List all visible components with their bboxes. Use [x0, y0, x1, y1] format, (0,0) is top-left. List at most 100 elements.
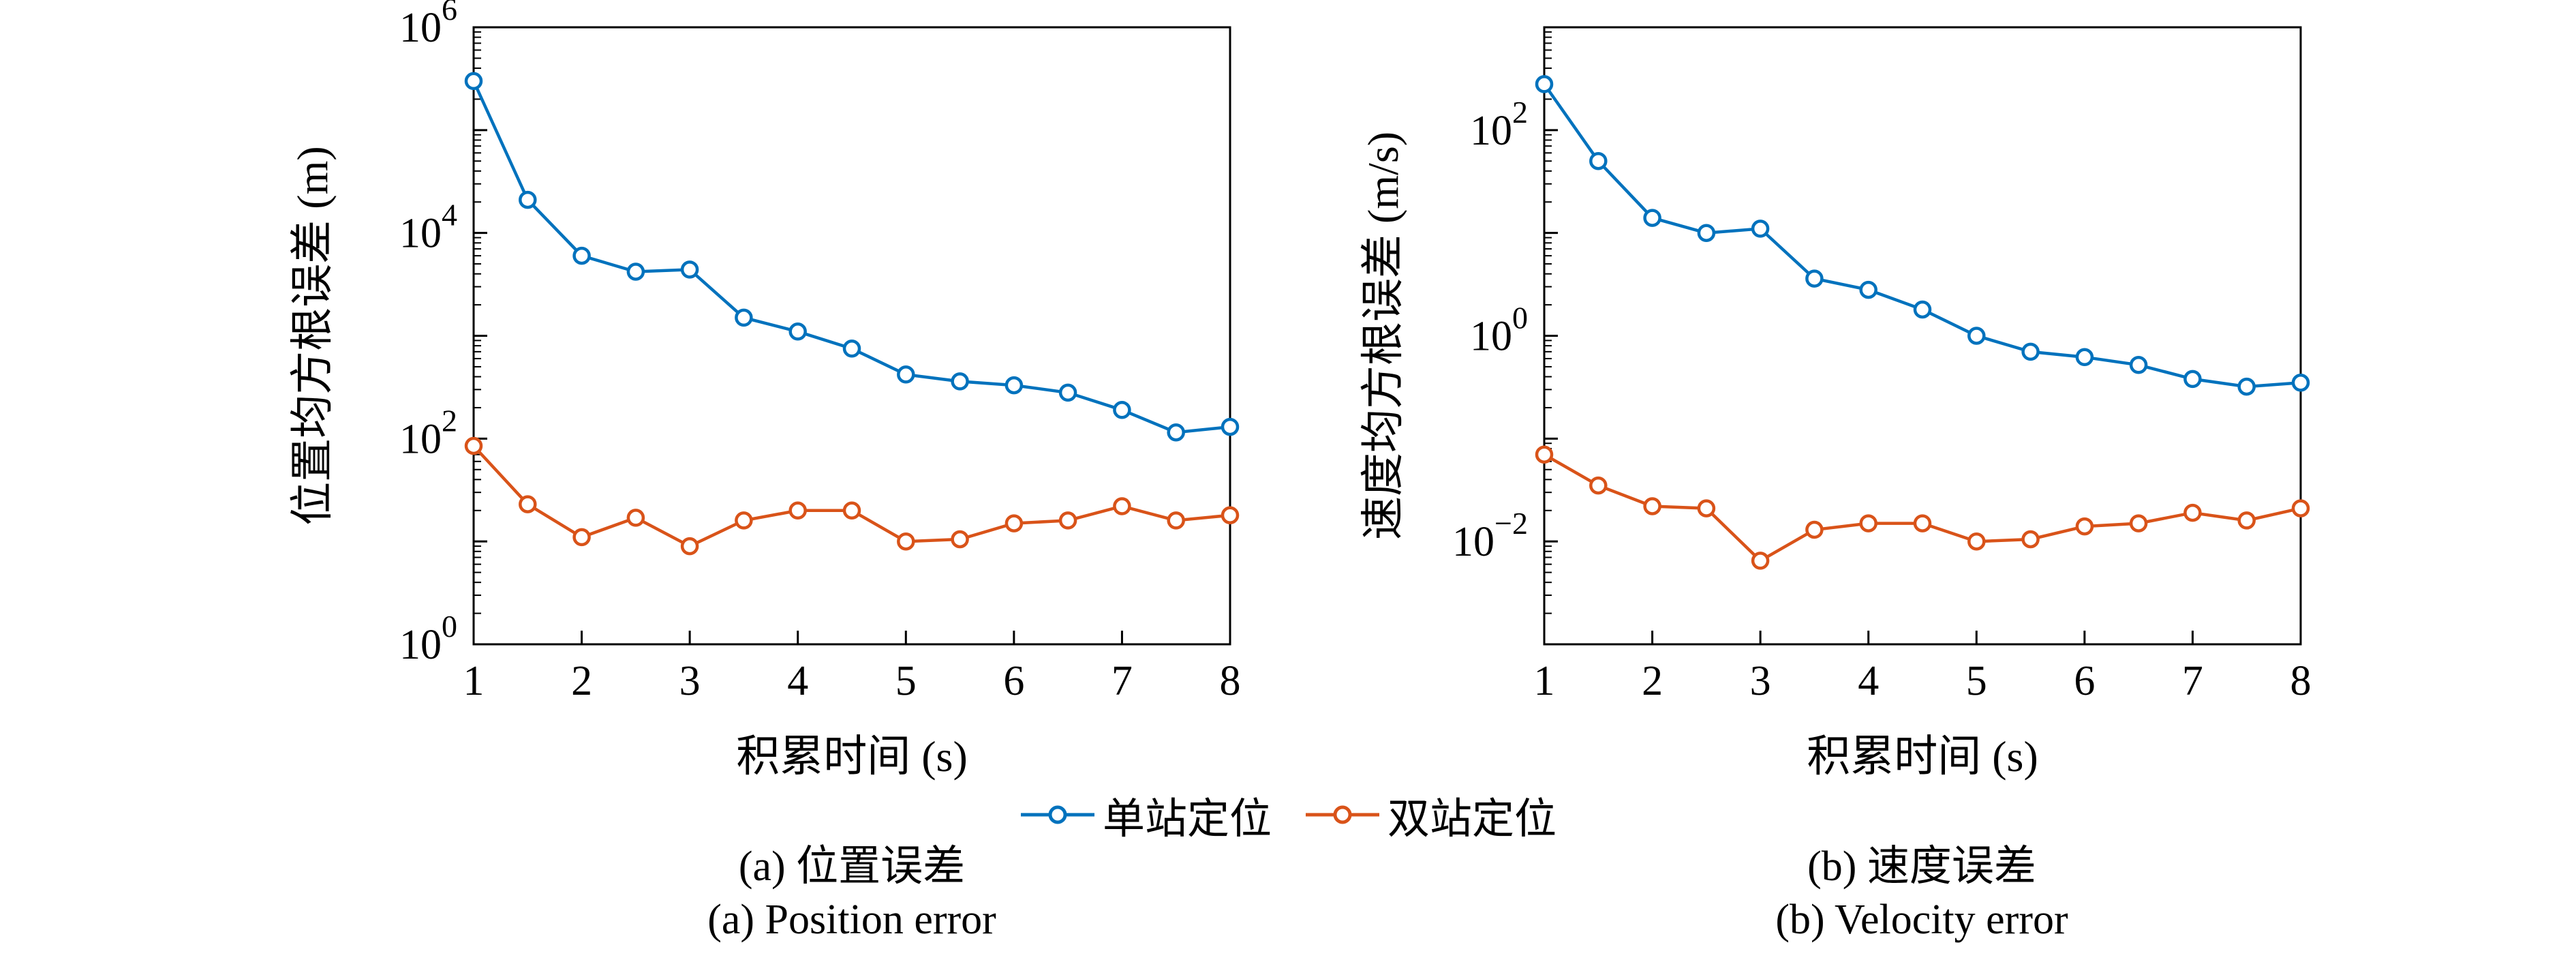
- legend-item-single-station: 单站定位: [1019, 784, 1272, 845]
- caption-velocity-cn: (b) 速度误差: [1807, 843, 2036, 890]
- series-marker-1: [1535, 445, 1554, 464]
- series-marker-1: [626, 509, 645, 527]
- series-marker-1: [1913, 514, 1932, 532]
- series-marker-1: [572, 528, 591, 547]
- x-tick-label: 4: [1858, 658, 1879, 704]
- series-marker-1: [1805, 520, 1824, 539]
- series-marker-0: [1005, 376, 1024, 395]
- caption-position-cn: (a) 位置误差: [738, 843, 966, 890]
- x-tick-label: 7: [1111, 658, 1133, 704]
- x-tick-label: 5: [895, 658, 917, 704]
- x-tick-label: 4: [787, 658, 808, 704]
- plot-frame: [472, 26, 1231, 646]
- series-marker-0: [519, 190, 537, 209]
- x-tick-label: 2: [1642, 658, 1663, 704]
- series-marker-1: [842, 501, 861, 520]
- series-marker-0: [626, 262, 645, 281]
- y-tick-label: 106: [399, 0, 457, 51]
- series-marker-1: [735, 511, 753, 530]
- y-tick-label: 100: [399, 609, 457, 668]
- chart-velocity-error: 10−2 100 102 1 2 3 4 5 6 7 8 积累时间 (s) 速度均方根误差 (m/s): [1333, 0, 2355, 808]
- chart-velocity-error-svg: 10−2 100 102 1 2 3 4 5 6 7 8 积累时间 (s) 速度均方根误差 (m/s): [1359, 26, 2312, 781]
- series-marker-1: [951, 530, 969, 549]
- series-marker-1: [2291, 499, 2310, 517]
- series-marker-1: [1967, 532, 1986, 551]
- series-marker-1: [1005, 514, 1024, 532]
- x-tick-label: 1: [1534, 658, 1555, 704]
- series-marker-0: [1913, 300, 1932, 319]
- series-marker-1: [464, 436, 483, 455]
- y-tick-label: 102: [1470, 95, 1528, 154]
- series-marker-1: [1589, 476, 1608, 495]
- series-marker-0: [735, 308, 753, 327]
- legend-label-single-station: 单站定位: [1102, 796, 1272, 843]
- x-tick-label: 6: [2074, 658, 2095, 704]
- series-marker-1: [1113, 497, 1131, 515]
- legend-marker-line-circle-icon: [1020, 805, 1094, 824]
- series-marker-1: [2183, 503, 2202, 522]
- legend-marker-line-circle-icon: [1306, 805, 1379, 824]
- x-tick-label: 5: [1966, 658, 1987, 704]
- series-marker-1: [1221, 506, 1240, 524]
- series-marker-0: [951, 372, 969, 391]
- series-marker-1: [1167, 511, 1185, 530]
- x-tick-label: 8: [2290, 658, 2312, 704]
- series-marker-0: [1535, 75, 1554, 93]
- chart-position-error-svg: 100 102 104 106 1 2 3 4 5 6 7 8 积累时间 (s) 位置均方根误差 (m): [288, 0, 1241, 781]
- y-tick-label: 102: [399, 403, 457, 462]
- x-tick-label: 7: [2182, 658, 2203, 704]
- caption-velocity: (b) 速度误差 (b) Velocity error: [1513, 840, 2331, 946]
- series-marker-0: [2291, 374, 2310, 392]
- series-marker-0: [572, 246, 591, 265]
- series-marker-0: [1058, 383, 1077, 402]
- series-marker-0: [1113, 401, 1131, 419]
- series-marker-0: [2183, 370, 2202, 389]
- x-tick-label: 6: [1003, 658, 1024, 704]
- series-marker-0: [1167, 423, 1185, 442]
- series-marker-0: [2129, 356, 2148, 374]
- series-marker-1: [2237, 511, 2256, 530]
- x-tick-label: 3: [1750, 658, 1771, 704]
- series-marker-1: [680, 537, 699, 556]
- series-marker-0: [1751, 220, 1770, 238]
- series-marker-0: [897, 365, 915, 384]
- series-marker-0: [1805, 269, 1824, 288]
- series-marker-1: [1697, 499, 1716, 517]
- x-tick-label: 3: [679, 658, 701, 704]
- series-marker-0: [1967, 327, 1986, 345]
- series-marker-0: [788, 322, 807, 341]
- y-axis-label: 速度均方根误差 (m/s): [1359, 132, 1407, 540]
- series-marker-0: [2021, 342, 2040, 361]
- series-marker-1: [1859, 514, 1877, 532]
- chart-position-error: 100 102 104 106 1 2 3 4 5 6 7 8 积累时间 (s) 位置均方根误差 (m): [262, 0, 1285, 808]
- series-marker-0: [1697, 224, 1716, 242]
- series-marker-1: [519, 495, 537, 513]
- x-tick-label: 2: [571, 658, 592, 704]
- series-marker-0: [1643, 209, 1661, 227]
- series-marker-0: [1859, 280, 1877, 299]
- series-marker-1: [2021, 530, 2040, 549]
- series-marker-0: [2237, 377, 2256, 396]
- x-tick-label: 1: [463, 658, 485, 704]
- series-marker-1: [2129, 514, 2148, 532]
- x-axis-label: 积累时间 (s): [736, 732, 968, 781]
- series-marker-1: [2075, 517, 2094, 536]
- series-line-0: [1543, 83, 2301, 389]
- series-marker-1: [1751, 552, 1770, 570]
- caption-position-en: (a) Position error: [707, 897, 996, 943]
- plot-frame: [1543, 26, 2302, 646]
- series-marker-1: [897, 532, 915, 551]
- y-tick-label: 10−2: [1452, 506, 1528, 565]
- legend-label-dual-station: 双站定位: [1387, 796, 1557, 843]
- series-marker-1: [788, 501, 807, 520]
- legend-item-dual-station: 双站定位: [1304, 784, 1557, 845]
- series-marker-0: [680, 260, 699, 279]
- x-tick-label: 8: [1220, 658, 1241, 704]
- series-marker-1: [1643, 497, 1661, 515]
- caption-position: (a) 位置误差 (a) Position error: [443, 840, 1261, 946]
- y-axis-label: 位置均方根误差 (m): [288, 146, 337, 525]
- series-marker-0: [2075, 348, 2094, 367]
- x-axis-label: 积累时间 (s): [1807, 732, 2038, 781]
- legend: 单站定位 双站定位: [0, 784, 2576, 845]
